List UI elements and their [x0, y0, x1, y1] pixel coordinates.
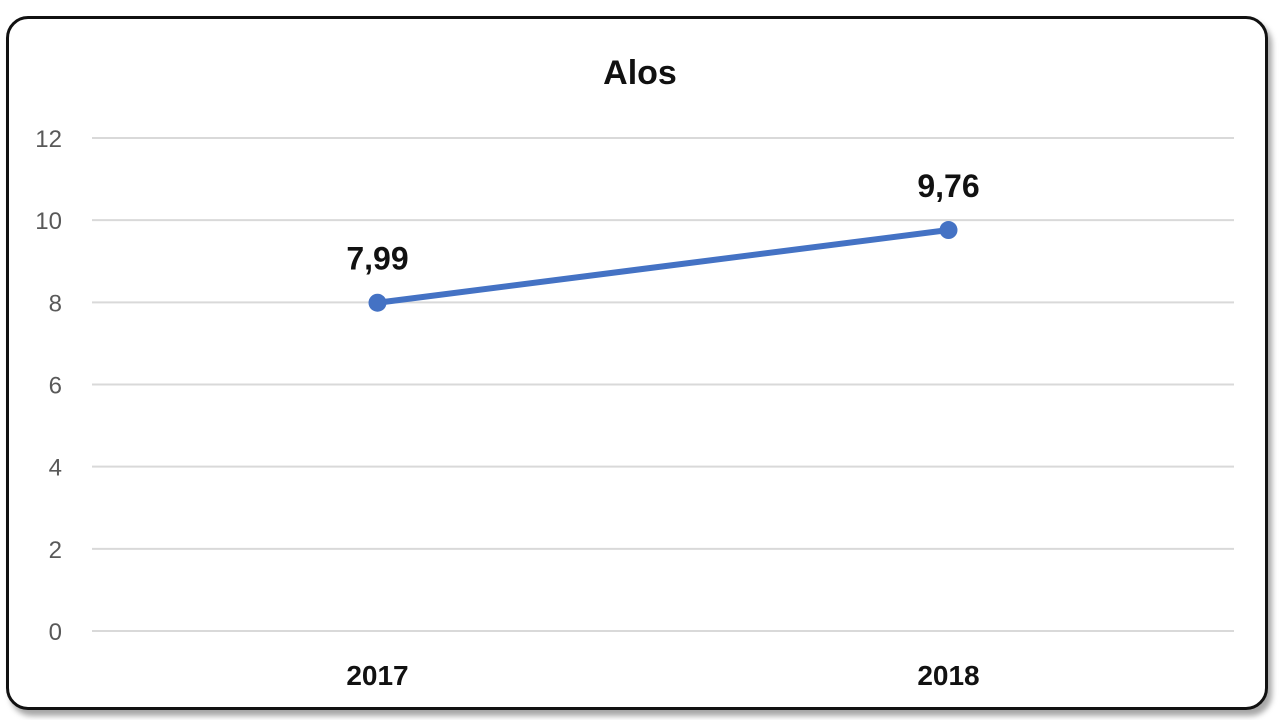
data-label: 7,99: [346, 241, 408, 277]
data-point: [939, 221, 958, 240]
chart-frame: [6, 16, 1268, 710]
y-tick-label: 0: [49, 619, 62, 646]
y-tick-label: 6: [49, 373, 62, 400]
y-tick-label: 8: [49, 290, 62, 317]
y-tick-label: 10: [35, 208, 62, 235]
x-tick-label: 2017: [346, 660, 408, 691]
y-tick-label: 4: [49, 455, 62, 482]
x-tick-label: 2018: [917, 660, 979, 691]
data-point: [368, 293, 387, 312]
data-label: 9,76: [917, 168, 979, 204]
data-labels: 7,99 9,76: [346, 168, 979, 277]
data-points: [368, 221, 958, 312]
y-tick-label: 2: [49, 537, 62, 564]
y-axis-ticks: 0 2 4 6 8 10 12: [35, 126, 62, 646]
x-axis-ticks: 2017 2018: [346, 660, 979, 691]
y-tick-label: 12: [35, 126, 62, 153]
series-line: [374, 227, 952, 306]
chart-title: Alos: [603, 54, 677, 92]
series-line-group: [374, 227, 952, 306]
gridlines: [92, 137, 1234, 632]
